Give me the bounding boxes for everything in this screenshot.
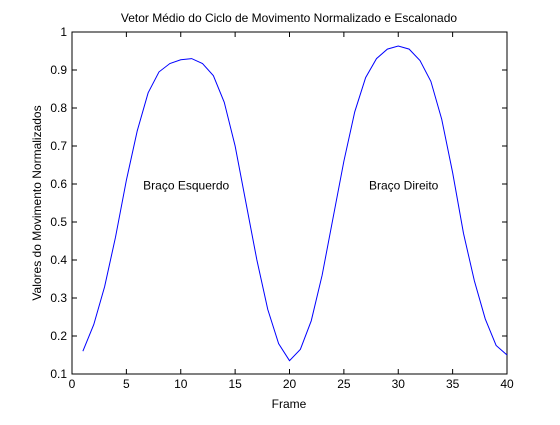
data-point [126,180,127,181]
x-tick-label: 20 [283,377,297,391]
y-tick-label: 0.1 [50,367,67,381]
y-tick-label: 0.7 [50,139,67,153]
y-tick-label: 0.8 [50,101,67,115]
data-point [180,59,181,60]
data-point [224,102,225,103]
data-point [322,275,323,276]
data-point [485,318,486,319]
data-point [474,280,475,281]
axis-ticks: 0 5 10 15 20 25 30 35 40 0.1 0.2 0.3 0.4 0.5 0.6 0.7 0.8… [50,25,514,391]
data-point [289,360,290,361]
series-layer [82,45,508,362]
data-point [191,58,192,59]
x-tick-label: 40 [500,377,514,391]
data-point [452,172,453,173]
data-point [506,354,507,355]
data-point [278,343,279,344]
data-point [365,77,366,78]
data-point [93,324,94,325]
data-point [419,60,420,61]
data-point [256,259,257,260]
data-point [311,320,312,321]
x-tick-label: 5 [123,377,130,391]
data-point [376,58,377,59]
data-point [235,145,236,146]
x-tick-label: 15 [228,377,242,391]
data-point [202,63,203,64]
y-axis-title: Valores do Movimento Normalizados [30,105,44,300]
data-point [245,202,246,203]
data-point [148,92,149,93]
annotation-label: Braço Direito [369,179,439,193]
series-line [82,45,508,362]
data-point [463,233,464,234]
data-point [300,349,301,350]
y-tick-label: 0.2 [50,329,67,343]
data-point [213,75,214,76]
data-point [496,345,497,346]
data-point [441,119,442,120]
y-tick-label: 1 [60,25,67,39]
y-tick-label: 0.4 [50,253,67,267]
data-point [267,309,268,310]
data-point [430,81,431,82]
y-tick-label: 0.6 [50,177,67,191]
x-axis-title: Frame [272,397,307,411]
y-tick-label: 0.3 [50,291,67,305]
data-point [104,286,105,287]
chart-title: Vetor Médio do Ciclo de Movimento Normal… [121,11,458,25]
annotation-layer: Braço Esquerdo Braço Direito [143,179,439,193]
x-tick-label: 0 [69,377,76,391]
data-point [158,71,159,72]
y-tick-label: 0.5 [50,215,67,229]
annotation-label: Braço Esquerdo [143,179,229,193]
data-point [82,351,83,352]
plot-area-frame [71,31,508,375]
data-point [398,45,399,46]
y-tick-label: 0.9 [50,63,67,77]
data-point [169,63,170,64]
data-point [409,49,410,50]
data-point [115,237,116,238]
data-point [354,111,355,112]
x-tick-label: 30 [392,377,406,391]
x-tick-label: 25 [337,377,351,391]
data-point [137,130,138,131]
x-tick-label: 10 [174,377,188,391]
data-point [343,161,344,162]
data-point [387,49,388,50]
data-point [332,218,333,219]
x-tick-label: 35 [446,377,460,391]
